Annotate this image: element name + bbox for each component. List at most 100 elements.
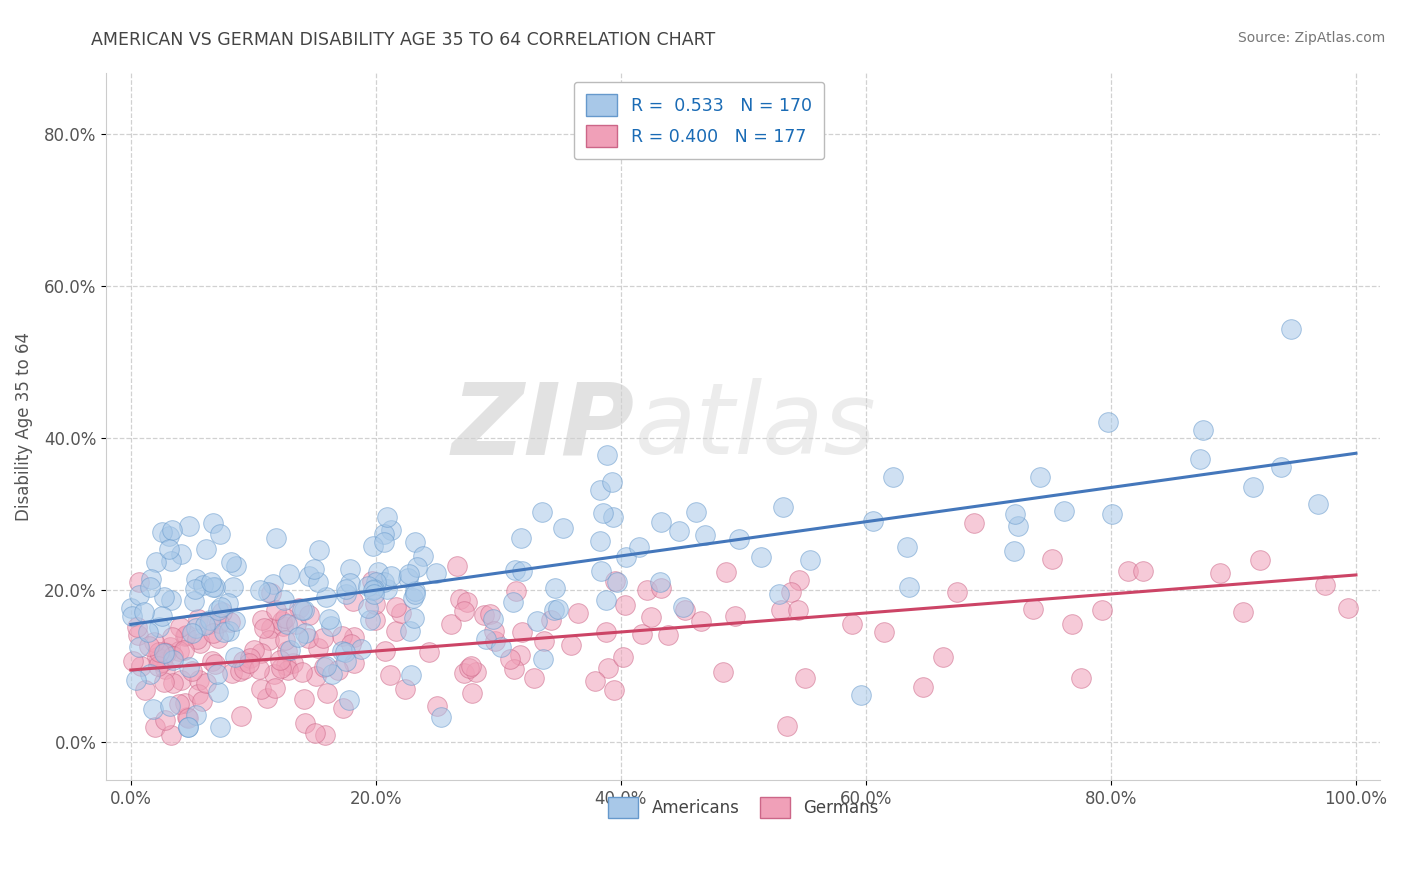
Point [449,592,471,607]
Point [260,621,283,635]
Point [1313,578,1336,592]
Point [297,631,319,645]
Point [456,595,478,609]
Point [384,624,406,638]
Point [606,575,628,590]
Point [256,585,278,599]
Point [142,702,165,716]
Point [186,687,208,701]
Point [250,681,273,696]
Point [540,613,562,627]
Point [375,582,398,596]
Point [1232,605,1254,619]
Point [176,710,198,724]
Point [640,610,662,624]
Point [292,692,315,706]
Point [321,667,343,681]
Point [173,697,195,711]
Point [229,708,252,723]
Point [1132,564,1154,578]
Point [724,609,747,624]
Point [238,656,260,670]
Point [510,625,533,640]
Point [262,577,284,591]
Y-axis label: Disability Age 35 to 64: Disability Age 35 to 64 [15,332,32,521]
Point [636,582,658,597]
Point [170,673,193,687]
Point [378,667,401,681]
Point [157,529,180,543]
Point [191,694,214,708]
Point [342,594,364,608]
Point [177,720,200,734]
Legend: Americans, Germans: Americans, Germans [602,790,884,825]
Point [198,616,221,631]
Point [150,609,173,624]
Point [333,645,356,659]
Point [128,574,150,589]
Point [315,590,337,604]
Point [312,631,335,645]
Point [200,654,222,668]
Point [326,663,349,677]
Point [412,549,434,563]
Point [148,651,170,665]
Point [307,640,329,655]
Point [363,582,385,597]
Point [271,614,294,628]
Point [162,653,184,667]
Point [139,580,162,594]
Point [264,532,287,546]
Point [799,553,821,567]
Point [361,583,384,598]
Point [330,629,353,643]
Point [374,644,396,658]
Point [134,683,156,698]
Point [222,580,245,594]
Point [768,587,790,601]
Point [1097,416,1119,430]
Point [260,585,283,599]
Point [595,593,617,607]
Point [316,686,339,700]
Point [509,648,531,663]
Point [183,594,205,608]
Point [221,665,243,680]
Point [224,614,246,628]
Point [849,688,872,702]
Point [146,650,169,665]
Point [1249,553,1271,567]
Point [339,575,361,590]
Point [169,620,191,634]
Point [711,665,734,679]
Point [217,595,239,609]
Point [472,607,495,622]
Point [603,683,626,698]
Point [596,661,619,675]
Point [194,617,217,632]
Point [364,613,387,627]
Point [195,542,218,557]
Point [148,658,170,673]
Point [134,605,156,619]
Point [162,648,184,663]
Point [170,547,193,561]
Point [184,582,207,596]
Point [1091,603,1114,617]
Point [474,632,496,647]
Text: AMERICAN VS GERMAN DISABILITY AGE 35 TO 64 CORRELATION CHART: AMERICAN VS GERMAN DISABILITY AGE 35 TO … [91,31,716,49]
Point [256,691,278,706]
Point [787,603,810,617]
Point [159,640,181,655]
Point [1022,602,1045,616]
Point [363,539,385,553]
Point [695,528,717,542]
Point [285,616,308,631]
Text: atlas: atlas [636,378,877,475]
Point [252,621,274,635]
Point [512,564,534,578]
Point [228,664,250,678]
Point [523,671,546,685]
Point [770,603,793,617]
Point [1209,566,1232,581]
